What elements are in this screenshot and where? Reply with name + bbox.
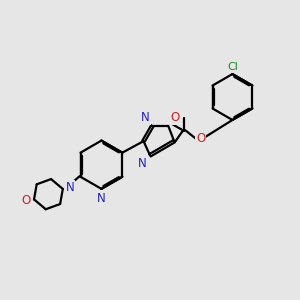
Text: Cl: Cl	[227, 62, 238, 72]
Text: O: O	[171, 111, 180, 124]
Text: O: O	[196, 132, 205, 145]
Text: N: N	[66, 181, 74, 194]
Text: N: N	[141, 111, 150, 124]
Text: O: O	[22, 194, 31, 207]
Text: N: N	[138, 157, 147, 170]
Text: N: N	[97, 192, 106, 206]
